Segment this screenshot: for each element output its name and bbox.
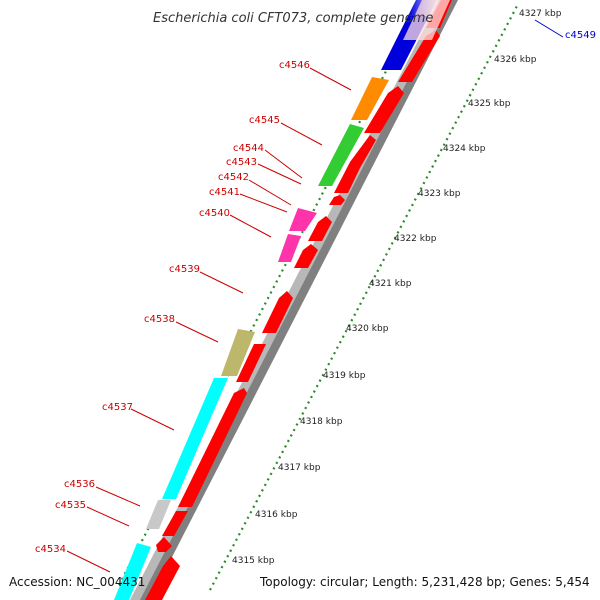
gene-label-c4543[interactable]: c4543: [226, 157, 257, 168]
gene-label-c4546[interactable]: c4546: [279, 60, 310, 71]
map-title: Escherichia coli CFT073, complete genome: [153, 11, 433, 26]
gene-block[interactable]: [364, 86, 404, 133]
gene-block-cyan[interactable]: [162, 378, 228, 499]
tick-dots-inner: [118, 0, 424, 586]
gene-block-orange[interactable]: [351, 77, 389, 120]
leader-c4543: [257, 163, 302, 185]
leader-c4538: [175, 321, 219, 343]
gene-block[interactable]: [308, 216, 332, 241]
gene-block[interactable]: [334, 135, 376, 193]
gene-label-c4537[interactable]: c4537: [102, 402, 133, 413]
leader-c4539: [199, 271, 244, 294]
gene-block[interactable]: [145, 556, 180, 600]
gene-label-c4549[interactable]: c4549: [565, 30, 596, 41]
gene-label-c4539[interactable]: c4539: [169, 264, 200, 275]
tick-dots-outer: [209, 5, 518, 591]
gene-block-grey[interactable]: [146, 500, 171, 529]
leader-c4541: [239, 193, 288, 213]
reverse-strand-genes: [145, 0, 452, 600]
gene-block[interactable]: [262, 291, 293, 333]
gene-label-c4535[interactable]: c4535: [55, 500, 86, 511]
leader-c4546: [309, 67, 352, 91]
kbp-label-4318: 4318 kbp: [300, 417, 343, 427]
gene-block[interactable]: [178, 388, 247, 507]
kbp-label-4325: 4325 kbp: [468, 99, 511, 109]
gene-labels: c4534 c4535 c4536 c4537 c4538 c4539 c454…: [35, 30, 596, 555]
gene-block[interactable]: [236, 344, 266, 382]
gene-label-c4544[interactable]: c4544: [233, 143, 264, 154]
gene-leader-lines: [66, 67, 352, 573]
gene-label-c4541[interactable]: c4541: [209, 187, 240, 198]
gene-block-green[interactable]: [318, 124, 364, 186]
gene-block-cyan[interactable]: [114, 543, 151, 600]
leader-c4535: [86, 506, 130, 527]
topology-text: Topology: circular; Length: 5,231,428 bp…: [259, 575, 590, 589]
gene-label-c4534[interactable]: c4534: [35, 544, 66, 555]
kbp-label-4326: 4326 kbp: [494, 55, 537, 65]
gene-label-c4538[interactable]: c4538: [144, 314, 175, 325]
tick-ruler-inner: [118, 0, 424, 586]
leader-c4534: [66, 550, 111, 573]
leader-c4536: [95, 486, 141, 507]
kbp-label-4316: 4316 kbp: [255, 510, 298, 520]
leader-c4542: [248, 179, 292, 206]
gene-block[interactable]: [294, 244, 318, 268]
leader-c4549: [534, 19, 564, 38]
kbp-label-4324: 4324 kbp: [443, 144, 486, 154]
leader-c4545: [280, 122, 323, 146]
gene-block-magenta[interactable]: [278, 234, 301, 262]
kbp-label-4321: 4321 kbp: [369, 279, 412, 289]
kbp-label-4317: 4317 kbp: [278, 463, 321, 473]
leader-c4544: [264, 149, 303, 179]
accession-text: Accession: NC_004431: [9, 575, 145, 589]
kbp-label-4322: 4322 kbp: [394, 234, 437, 244]
gene-label-c4545[interactable]: c4545: [249, 115, 280, 126]
gene-label-c4542[interactable]: c4542: [218, 172, 249, 183]
leader-c4540: [229, 214, 272, 238]
gene-block[interactable]: [156, 537, 172, 552]
kbp-label-4327: 4327 kbp: [519, 9, 562, 19]
tick-ruler-outer: [209, 5, 518, 591]
gene-block[interactable]: [398, 30, 440, 82]
kbp-label-4315: 4315 kbp: [232, 556, 275, 566]
kbp-labels: 4315 kbp 4316 kbp 4317 kbp 4318 kbp 4319…: [232, 9, 562, 566]
gene-block-pink[interactable]: [403, 0, 450, 40]
gene-block[interactable]: [162, 511, 188, 536]
gene-block-magenta[interactable]: [289, 208, 317, 231]
gene-label-c4536[interactable]: c4536: [64, 479, 95, 490]
gene-label-c4540[interactable]: c4540: [199, 208, 230, 219]
gene-block-khaki[interactable]: [221, 329, 255, 376]
kbp-label-4320: 4320 kbp: [346, 324, 389, 334]
gene-block[interactable]: [329, 195, 345, 205]
kbp-label-4323: 4323 kbp: [418, 189, 461, 199]
kbp-label-4319: 4319 kbp: [323, 371, 366, 381]
leader-c4537: [130, 408, 175, 431]
